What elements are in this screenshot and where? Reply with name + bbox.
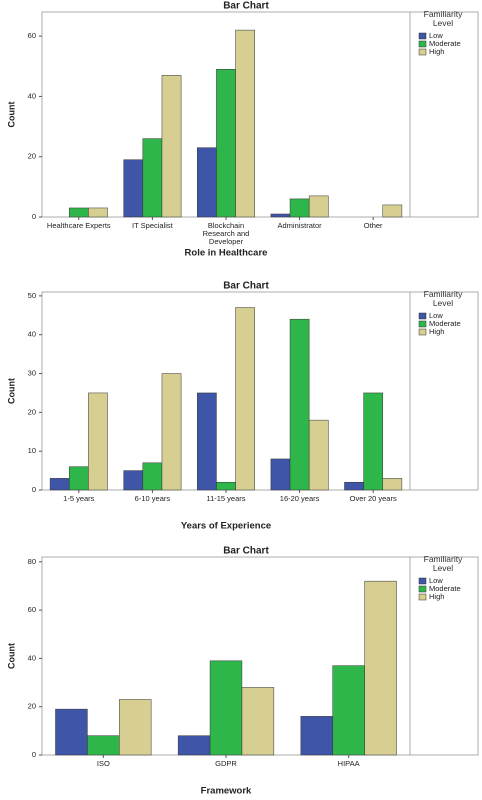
legend-swatch (418, 585, 427, 593)
y-tick-label: 20 (28, 702, 36, 711)
legend-label: Moderate (429, 319, 461, 328)
x-tick-label: ISO (96, 759, 110, 768)
bar (88, 207, 108, 218)
x-tick-label: 16-20 years (279, 494, 320, 503)
legend-label: Moderate (429, 584, 461, 593)
x-tick-label: 6-10 years (134, 494, 171, 503)
legend-label: High (429, 47, 444, 56)
legend-title: Familiarity Level (423, 554, 463, 573)
y-tick-label: 0 (32, 750, 36, 759)
legend-label: Moderate (429, 39, 461, 48)
legend-swatch (418, 577, 427, 585)
bar (49, 478, 70, 491)
y-tick-label: 20 (28, 407, 36, 416)
bar (161, 75, 182, 218)
bar (344, 481, 364, 491)
y-tick-label: 30 (28, 369, 36, 378)
bar (197, 147, 217, 218)
legend-swatch (418, 48, 427, 56)
y-tick-label: 80 (28, 557, 36, 566)
y-tick-label: 60 (28, 605, 36, 614)
x-tick-label: GDPR (215, 759, 237, 768)
bar (382, 478, 403, 491)
frame (41, 291, 479, 491)
y-axis-label: Count (6, 102, 16, 128)
bar (241, 687, 275, 756)
legend-label: Low (429, 31, 443, 40)
bar (363, 392, 384, 491)
legend-swatch (418, 328, 427, 336)
legend-label: High (429, 592, 444, 601)
x-axis-label: Role in Healthcare (185, 248, 268, 259)
bar (289, 198, 310, 218)
x-tick-label: 1-5 years (63, 494, 95, 503)
bar (235, 307, 255, 491)
legend-label: Low (429, 311, 443, 320)
y-tick-label: 50 (28, 291, 36, 300)
bar (300, 716, 333, 756)
legend-swatch (418, 312, 427, 320)
bar (55, 708, 88, 756)
bar (123, 159, 144, 218)
bar (308, 195, 329, 218)
bar (68, 207, 89, 218)
bar (270, 213, 291, 218)
legend-title: Familiarity Level (423, 9, 463, 28)
bar (382, 204, 403, 218)
x-tick-label: Administrator (277, 221, 322, 230)
legend-swatch (418, 320, 427, 328)
x-tick-label: IT Specialist (132, 221, 173, 230)
bar (332, 665, 365, 756)
bar (142, 138, 163, 218)
bar (142, 462, 163, 491)
legend-swatch (418, 32, 427, 40)
bar (161, 373, 182, 491)
y-tick-label: 0 (32, 212, 36, 221)
frame (41, 11, 479, 218)
x-tick-label: Other (363, 221, 383, 230)
x-tick-label: Blockchain Research and Developer (202, 221, 250, 246)
x-axis-label: Framework (201, 786, 252, 797)
y-tick-label: 0 (32, 485, 36, 494)
legend-title: Familiarity Level (423, 289, 463, 308)
x-tick-label: HIPAA (337, 759, 360, 768)
bar (87, 735, 120, 756)
bar (209, 660, 243, 756)
y-tick-label: 40 (28, 91, 36, 100)
legend-label: High (429, 327, 444, 336)
bar (177, 735, 211, 756)
x-tick-label: Over 20 years (349, 494, 397, 503)
bar (364, 580, 397, 756)
y-tick-label: 40 (28, 653, 36, 662)
y-axis-label: Count (6, 643, 16, 669)
x-tick-label: 11-15 years (206, 494, 246, 503)
bar (197, 392, 217, 491)
legend-swatch (418, 40, 427, 48)
chart-title: Bar Chart (223, 1, 269, 12)
bar (216, 69, 236, 218)
bar (216, 481, 236, 491)
bar (123, 470, 144, 491)
x-tick-label: Healthcare Experts (46, 221, 111, 230)
y-tick-label: 10 (28, 446, 36, 455)
bar (88, 392, 108, 491)
y-tick-label: 40 (28, 330, 36, 339)
bar (289, 318, 310, 491)
chart-title: Bar Chart (223, 281, 269, 292)
y-tick-label: 60 (28, 31, 36, 40)
legend-label: Low (429, 576, 443, 585)
bar (235, 29, 255, 218)
chart-title: Bar Chart (223, 546, 269, 557)
bar (119, 699, 152, 756)
bar (270, 458, 291, 491)
y-axis-label: Count (6, 378, 16, 404)
x-axis-label: Years of Experience (181, 521, 271, 532)
bar (308, 419, 329, 491)
bar (68, 466, 89, 491)
legend-swatch (418, 593, 427, 601)
y-tick-label: 20 (28, 152, 36, 161)
